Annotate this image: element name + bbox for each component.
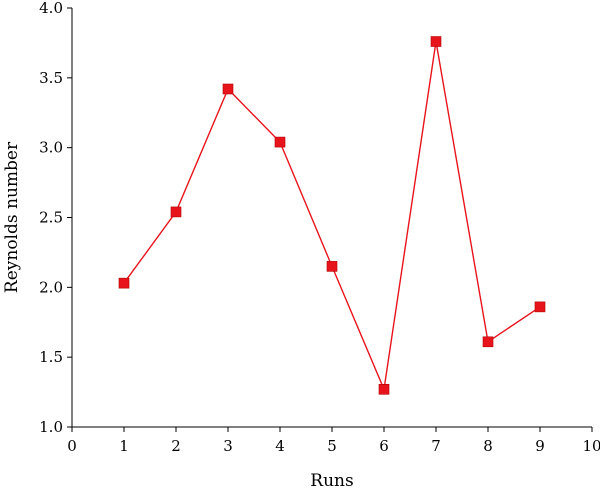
data-point-marker	[534, 301, 546, 313]
y-axis-title: Reynolds number	[2, 141, 22, 293]
y-tick-label: 4.0	[39, 0, 63, 17]
x-tick-label: 1	[119, 437, 129, 455]
x-tick-label: 6	[379, 437, 389, 455]
x-axis-ticks: 0 1 2 3 4 5 6 7 8 9 10	[67, 427, 600, 455]
y-tick-label: 1.5	[39, 348, 63, 366]
y-tick-label: 2.0	[39, 278, 63, 296]
x-tick-label: 9	[535, 437, 545, 455]
x-axis-title: Runs	[310, 471, 353, 490]
plot-axes	[71, 8, 592, 428]
data-point-marker	[378, 383, 390, 395]
x-tick-label: 4	[275, 437, 285, 455]
data-point-marker	[274, 136, 286, 148]
x-tick-label: 7	[431, 437, 441, 455]
y-tick-label: 3.5	[39, 69, 63, 87]
data-point-marker	[118, 277, 130, 289]
data-point-marker	[430, 36, 442, 47]
x-tick-label: 10	[582, 437, 600, 455]
data-point-marker	[170, 206, 182, 218]
y-axis-ticks: 1.0 1.5 2.0 2.5 3.0 3.5 4.0	[39, 0, 72, 436]
x-tick-label: 8	[483, 437, 493, 455]
x-tick-label: 5	[327, 437, 337, 455]
y-tick-label: 2.5	[39, 209, 63, 227]
y-tick-label: 3.0	[39, 139, 63, 157]
x-tick-label: 0	[67, 437, 77, 455]
data-point-marker	[326, 261, 338, 272]
series-line	[123, 41, 541, 392]
x-tick-label: 2	[171, 437, 181, 455]
data-point-marker	[222, 83, 234, 95]
y-tick-label: 1.0	[39, 418, 63, 436]
x-tick-label: 3	[223, 437, 233, 455]
series-group	[118, 36, 546, 395]
data-point-marker	[482, 336, 494, 348]
